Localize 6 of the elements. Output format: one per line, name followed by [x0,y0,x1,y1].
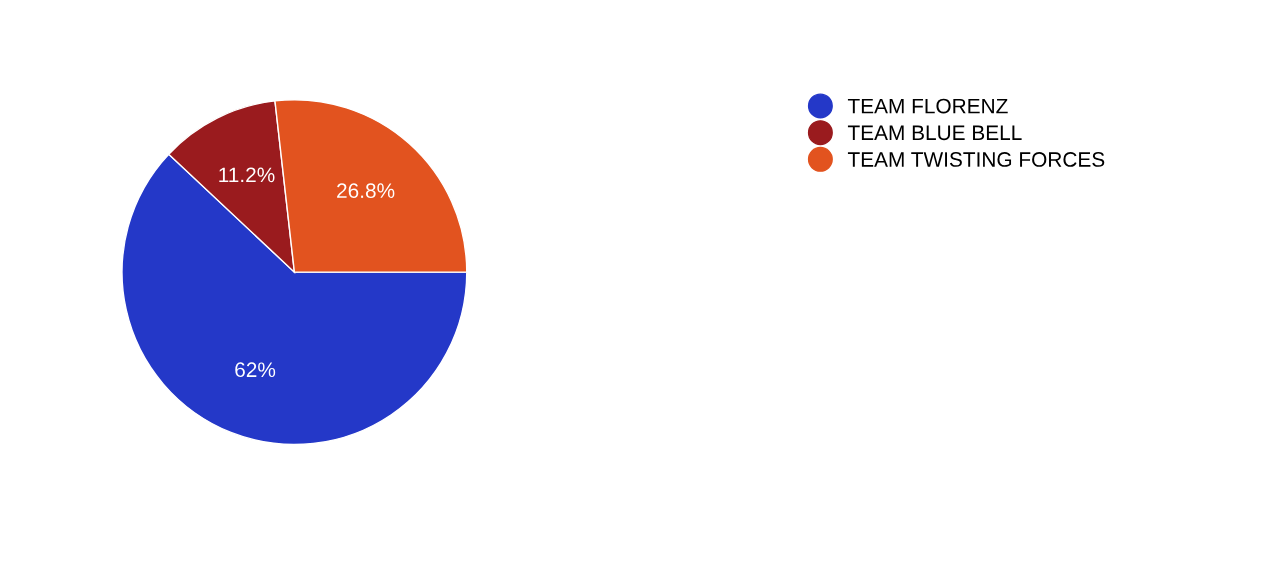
legend-label: TEAM FLORENZ [847,98,1008,114]
legend-label: TEAM BLUE BELL [847,125,1022,141]
legend-label: TEAM TWISTING FORCES [847,152,1105,167]
data-label: 26.8% [337,183,395,199]
data-label: 11.2% [219,167,275,183]
data-label: 62% [235,362,276,378]
